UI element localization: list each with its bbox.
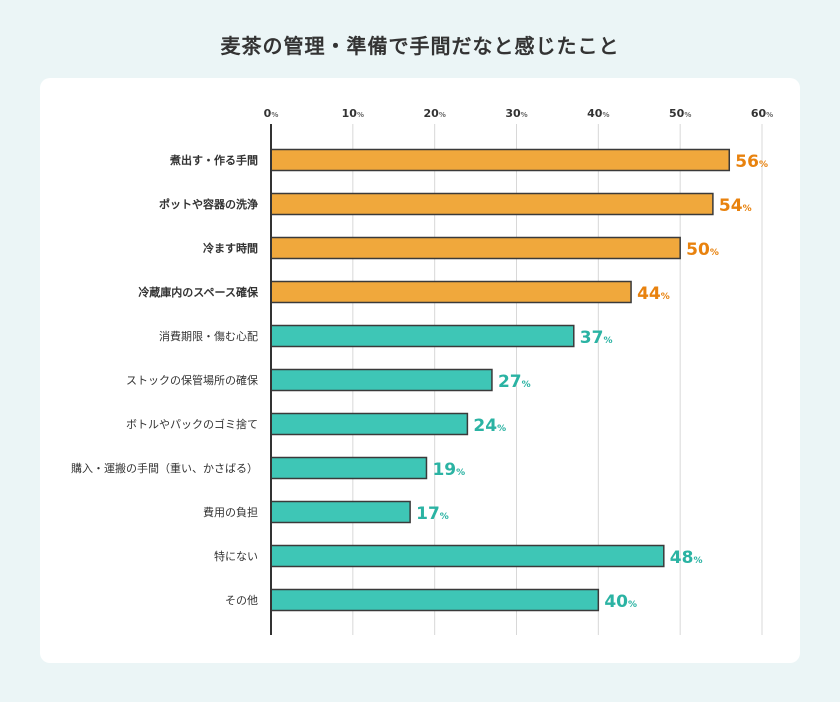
bar xyxy=(270,456,428,480)
category-label: ストックの保管場所の確保 xyxy=(126,373,258,387)
data-label: 54% xyxy=(719,196,752,216)
bar xyxy=(270,500,411,524)
data-label: 48% xyxy=(670,548,703,568)
data-label: 17% xyxy=(416,504,449,524)
data-label: 24% xyxy=(473,416,506,436)
tick-label: 20% xyxy=(424,107,446,120)
category-label: 冷ます時間 xyxy=(203,241,258,255)
bar xyxy=(270,368,493,392)
data-label: 44% xyxy=(637,284,670,304)
bar xyxy=(270,236,681,260)
category-label: 冷蔵庫内のスペース確保 xyxy=(138,285,259,299)
tick-label: 60% xyxy=(751,107,773,120)
tick-label: 10% xyxy=(342,107,364,120)
bar xyxy=(270,324,575,348)
category-label: ポットや容器の洗浄 xyxy=(159,197,258,211)
category-label: ボトルやパックのゴミ捨て xyxy=(126,417,258,431)
bar xyxy=(270,588,600,612)
bar xyxy=(270,280,632,304)
data-label: 19% xyxy=(432,460,465,480)
data-label: 56% xyxy=(735,152,768,172)
category-label: 煮出す・作る手間 xyxy=(169,153,258,167)
bar xyxy=(270,544,665,568)
category-label: その他 xyxy=(225,594,258,607)
bar xyxy=(270,148,731,172)
tick-label: 50% xyxy=(669,107,691,120)
bar xyxy=(270,412,469,436)
data-label: 37% xyxy=(580,328,613,348)
data-label: 40% xyxy=(604,592,637,612)
bar xyxy=(270,192,714,216)
category-label: 費用の負担 xyxy=(203,505,258,519)
category-label: 購入・運搬の手間（重い、かさばる） xyxy=(71,461,258,475)
tick-label: 40% xyxy=(587,107,609,120)
tick-label: 30% xyxy=(505,107,527,120)
category-label: 消費期限・傷む心配 xyxy=(159,329,258,343)
category-label: 特にない xyxy=(214,549,258,563)
data-label: 50% xyxy=(686,240,719,260)
chart-title: 麦茶の管理・準備で手間だなと感じたこと xyxy=(220,34,620,58)
data-label: 27% xyxy=(498,372,531,392)
tick-label: 0% xyxy=(264,107,279,120)
